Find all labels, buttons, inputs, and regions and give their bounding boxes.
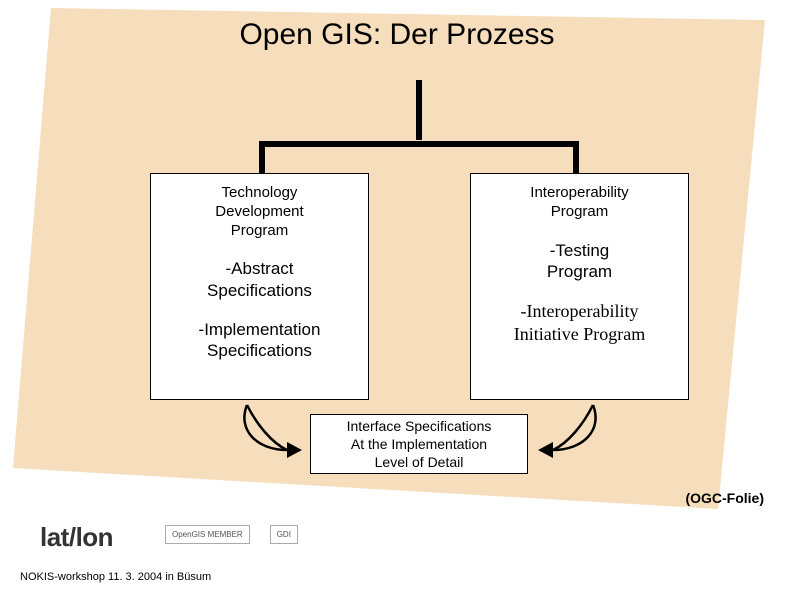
small-logos-group: OpenGIS MEMBER GDI	[165, 525, 298, 544]
slide: Open GIS: Der Prozess TechnologyDevelopm…	[0, 0, 794, 595]
right-program-box: InteroperabilityProgram -TestingProgram …	[470, 173, 689, 400]
footer-text: NOKIS-workshop 11. 3. 2004 in Büsum	[20, 571, 211, 583]
gdi-logo: GDI	[270, 525, 298, 544]
connector-cross	[259, 141, 579, 147]
latlon-logo: lat/lon	[40, 522, 113, 553]
bottom-box: Interface SpecificationsAt the Implement…	[310, 414, 528, 474]
right-box-header: InteroperabilityProgram	[477, 184, 682, 222]
connector-drop-right	[573, 141, 579, 175]
left-box-item-1: -AbstractSpecifications	[157, 258, 362, 301]
opengis-member-logo: OpenGIS MEMBER	[165, 525, 250, 544]
right-box-item-1: -TestingProgram	[477, 240, 682, 283]
connector-stem	[416, 80, 422, 140]
connector-drop-left	[259, 141, 265, 175]
left-box-header: TechnologyDevelopmentProgram	[157, 184, 362, 240]
slide-title: Open GIS: Der Prozess	[0, 18, 794, 52]
curved-arrow-left	[232, 395, 312, 465]
right-box-item-2: -InteroperabilityInitiative Program	[477, 300, 682, 345]
bottom-box-text: Interface SpecificationsAt the Implement…	[347, 417, 492, 472]
ogc-note: (OGC-Folie)	[685, 490, 764, 506]
latlon-logo-text: lat/lon	[40, 522, 113, 552]
left-box-item-2: -ImplementationSpecifications	[157, 319, 362, 362]
left-program-box: TechnologyDevelopmentProgram -AbstractSp…	[150, 173, 369, 400]
curved-arrow-right	[528, 395, 608, 465]
